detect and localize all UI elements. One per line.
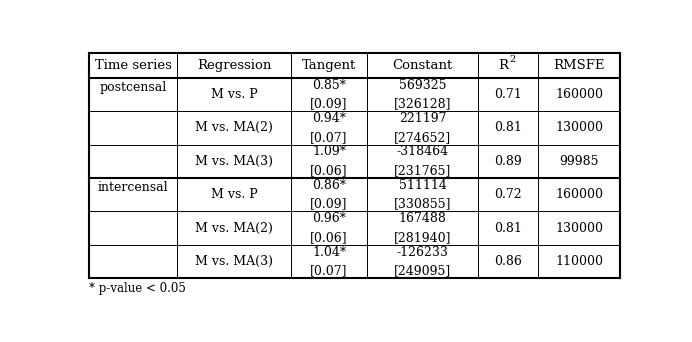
Text: RMSFE: RMSFE xyxy=(553,59,605,72)
Text: 110000: 110000 xyxy=(555,255,603,268)
Text: M vs. MA(3): M vs. MA(3) xyxy=(195,155,273,168)
Text: Regression: Regression xyxy=(197,59,271,72)
Text: M vs. P: M vs. P xyxy=(210,188,257,201)
Text: 511114: 511114 xyxy=(399,179,447,192)
Text: M vs. MA(3): M vs. MA(3) xyxy=(195,255,273,268)
Text: 2: 2 xyxy=(509,55,516,64)
Text: [0.09]: [0.09] xyxy=(310,197,348,210)
Text: 160000: 160000 xyxy=(555,88,603,101)
Text: [0.07]: [0.07] xyxy=(310,131,348,144)
Text: 1.09*: 1.09* xyxy=(312,145,346,158)
Text: [274652]: [274652] xyxy=(394,131,451,144)
Text: 130000: 130000 xyxy=(555,121,603,134)
Text: 1.04*: 1.04* xyxy=(312,246,346,259)
Text: 0.86*: 0.86* xyxy=(312,179,346,192)
Text: 99985: 99985 xyxy=(559,155,599,168)
Text: 0.86: 0.86 xyxy=(494,255,522,268)
Text: R: R xyxy=(499,59,509,72)
Text: 0.85*: 0.85* xyxy=(312,79,346,92)
Text: 0.81: 0.81 xyxy=(494,121,522,134)
Text: [0.06]: [0.06] xyxy=(310,164,348,177)
Text: intercensal: intercensal xyxy=(98,181,169,194)
Text: -126233: -126233 xyxy=(397,246,448,259)
Text: 569325: 569325 xyxy=(399,79,446,92)
Text: * p-value < 0.05: * p-value < 0.05 xyxy=(89,282,186,295)
Text: M vs. MA(2): M vs. MA(2) xyxy=(195,121,273,134)
Text: postcensal: postcensal xyxy=(100,81,167,94)
Text: [0.09]: [0.09] xyxy=(310,97,348,110)
Text: 0.94*: 0.94* xyxy=(312,112,346,125)
Text: Tangent: Tangent xyxy=(302,59,356,72)
Text: M vs. P: M vs. P xyxy=(210,88,257,101)
Text: Time series: Time series xyxy=(95,59,172,72)
Text: [326128]: [326128] xyxy=(394,97,452,110)
Text: 0.72: 0.72 xyxy=(494,188,522,201)
Text: [249095]: [249095] xyxy=(394,264,451,277)
Text: 0.89: 0.89 xyxy=(494,155,522,168)
Text: 160000: 160000 xyxy=(555,188,603,201)
Text: Constant: Constant xyxy=(392,59,453,72)
Text: 0.96*: 0.96* xyxy=(312,212,346,225)
Text: [231765]: [231765] xyxy=(394,164,451,177)
Text: 130000: 130000 xyxy=(555,222,603,235)
Text: [281940]: [281940] xyxy=(394,231,452,244)
Text: [330855]: [330855] xyxy=(394,197,452,210)
Text: 221197: 221197 xyxy=(399,112,446,125)
Text: [0.07]: [0.07] xyxy=(310,264,348,277)
Text: M vs. MA(2): M vs. MA(2) xyxy=(195,222,273,235)
Text: 0.71: 0.71 xyxy=(494,88,522,101)
Text: -318464: -318464 xyxy=(397,145,449,158)
Text: 0.81: 0.81 xyxy=(494,222,522,235)
Text: [0.06]: [0.06] xyxy=(310,231,348,244)
Text: 167488: 167488 xyxy=(399,212,447,225)
